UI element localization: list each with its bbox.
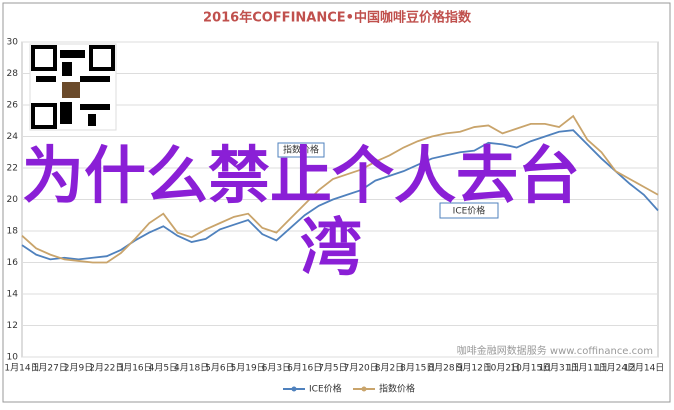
x-tick-label: 2月9日	[64, 363, 93, 374]
y-tick-label: 26	[7, 101, 19, 111]
x-tick-label: 7月20日	[344, 363, 379, 374]
x-tick-label: 10月2日	[485, 363, 520, 374]
annotation-box	[277, 142, 325, 158]
y-tick-label: 20	[7, 195, 19, 205]
qr-code	[29, 43, 117, 131]
annotation: ICE价格	[453, 205, 486, 217]
overlay-text: 湾	[300, 211, 362, 284]
x-tick-label: 7月5日	[318, 363, 347, 374]
y-tick-label: 24	[7, 132, 19, 142]
x-tick-label: 1月27日	[33, 363, 68, 374]
legend-label: 指数价格	[379, 383, 415, 395]
x-tick-label: 4月18日	[174, 363, 209, 374]
y-tick-label: 30	[7, 38, 19, 48]
x-tick-label: 10月15日	[510, 363, 551, 374]
legend-swatch	[291, 386, 297, 392]
x-tick-label: 6月3日	[262, 363, 291, 374]
x-tick-label: 5月6日	[205, 363, 234, 374]
x-tick-label: 11月24日	[595, 363, 636, 374]
x-tick-label: 12月14日	[623, 363, 664, 374]
x-tick-label: 3月16日	[117, 363, 152, 374]
y-tick-label: 22	[7, 164, 18, 174]
x-tick-label: 8月15日	[400, 363, 435, 374]
x-tick-label: 1月14日	[4, 363, 39, 374]
annotation-box	[439, 202, 499, 219]
x-tick-label: 11月11日	[567, 363, 608, 374]
annotation: 指数价格	[283, 144, 319, 156]
series-line	[21, 114, 659, 264]
x-tick-label: 8月2日	[375, 363, 404, 374]
x-tick-label: 5月19日	[231, 363, 266, 374]
x-tick-label: 6月16日	[287, 363, 322, 374]
watermark: 咖啡金融网数据服务 www.coffinance.com	[457, 344, 653, 357]
x-tick-label: 4月5日	[149, 363, 178, 374]
legend-label: ICE价格	[309, 383, 342, 395]
chart-title: 2016年COFFINANCE•中国咖啡豆价格指数	[203, 10, 472, 26]
y-tick-label: 14	[7, 290, 19, 300]
x-tick-label: 9月12日	[457, 363, 492, 374]
y-tick-label: 18	[7, 227, 19, 237]
y-tick-label: 12	[7, 321, 18, 331]
legend-swatch	[361, 386, 367, 392]
x-tick-label: 8月28日	[428, 363, 463, 374]
y-tick-label: 28	[7, 69, 19, 79]
y-tick-label: 16	[7, 258, 19, 268]
x-tick-label: 10月31日	[539, 363, 580, 374]
y-tick-label: 10	[7, 353, 19, 363]
x-tick-label: 2月22日	[89, 363, 124, 374]
overlay-text: 为什么禁止个人去台	[22, 139, 580, 212]
